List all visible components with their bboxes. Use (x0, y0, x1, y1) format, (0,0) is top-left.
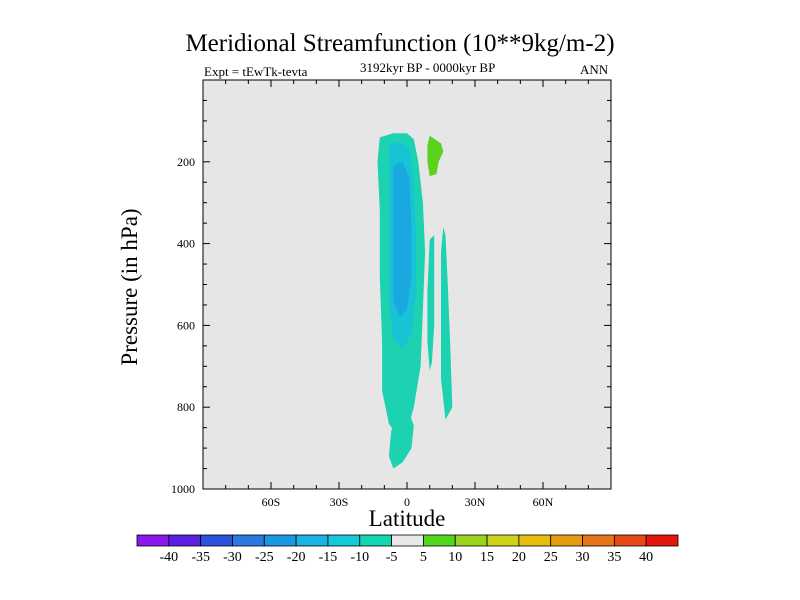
colorbar-label: -5 (386, 550, 398, 565)
contour-region (441, 227, 453, 420)
time-range-label: 3192kyr BP - 0000kyr BP (360, 60, 496, 75)
colorbar-label: 15 (480, 550, 494, 565)
season-label: ANN (580, 62, 609, 77)
colorbar-swatch (645, 534, 679, 547)
x-tick-label: 30S (330, 495, 349, 509)
colorbar-label: 10 (448, 550, 462, 565)
x-tick-label: 30N (465, 495, 486, 509)
y-tick-label: 1000 (171, 482, 195, 496)
colorbar-label: 40 (639, 550, 653, 565)
colorbar-label: -40 (159, 550, 178, 565)
colorbar-swatch (518, 534, 552, 547)
contour-region (388, 413, 414, 469)
x-tick-label: 60S (262, 495, 281, 509)
colorbar-label: 30 (576, 550, 590, 565)
colorbar-swatch (295, 534, 329, 547)
axis-ticks: 60S 30S 0 30N 60N 200 400 600 800 1000 (171, 79, 612, 509)
colorbar-swatch (200, 534, 233, 547)
colorbar-swatch (327, 534, 361, 547)
colorbar-label: 25 (544, 550, 558, 565)
colorbar-swatch (391, 534, 424, 547)
colorbar-swatch (168, 534, 202, 547)
x-axis-label: Latitude (368, 506, 446, 531)
colorbar-label: -35 (191, 550, 210, 565)
colorbar-swatch (613, 534, 647, 547)
colorbar-label: -25 (255, 550, 274, 565)
y-tick-label: 600 (177, 318, 195, 332)
colorbar: -40 -35 -30 -25 -20 -15 -10 -5 5 10 15 20 25 30 35 40 (136, 534, 679, 565)
colorbar-label: -20 (287, 550, 306, 565)
colorbar-swatch (550, 534, 583, 547)
contour-region (427, 135, 444, 177)
contour-regions (377, 133, 453, 469)
colorbar-swatch (454, 534, 488, 547)
contour-region (427, 235, 435, 371)
colorbar-label: 35 (607, 550, 621, 565)
colorbar-swatch (359, 534, 392, 547)
colorbar-label: 5 (420, 550, 427, 565)
chart-title: Meridional Streamfunction (10**9kg/m-2) (185, 30, 615, 57)
y-tick-label: 800 (177, 400, 195, 414)
colorbar-label: 20 (512, 550, 526, 565)
colorbar-swatch (582, 534, 615, 547)
y-tick-label: 200 (177, 155, 195, 169)
colorbar-swatch (232, 534, 265, 547)
x-tick-label: 60N (533, 495, 554, 509)
colorbar-label: -10 (350, 550, 369, 565)
colorbar-swatch (136, 534, 170, 547)
x-tick-label: 0 (404, 495, 410, 509)
experiment-label: Expt = tEwTk-tevta (204, 64, 308, 79)
contour-region (393, 161, 412, 318)
colorbar-swatch (486, 534, 520, 547)
y-tick-label: 400 (177, 237, 195, 251)
colorbar-label: -15 (319, 550, 338, 565)
colorbar-swatch (263, 534, 297, 547)
colorbar-label: -30 (223, 550, 242, 565)
colorbar-swatch (423, 534, 456, 547)
